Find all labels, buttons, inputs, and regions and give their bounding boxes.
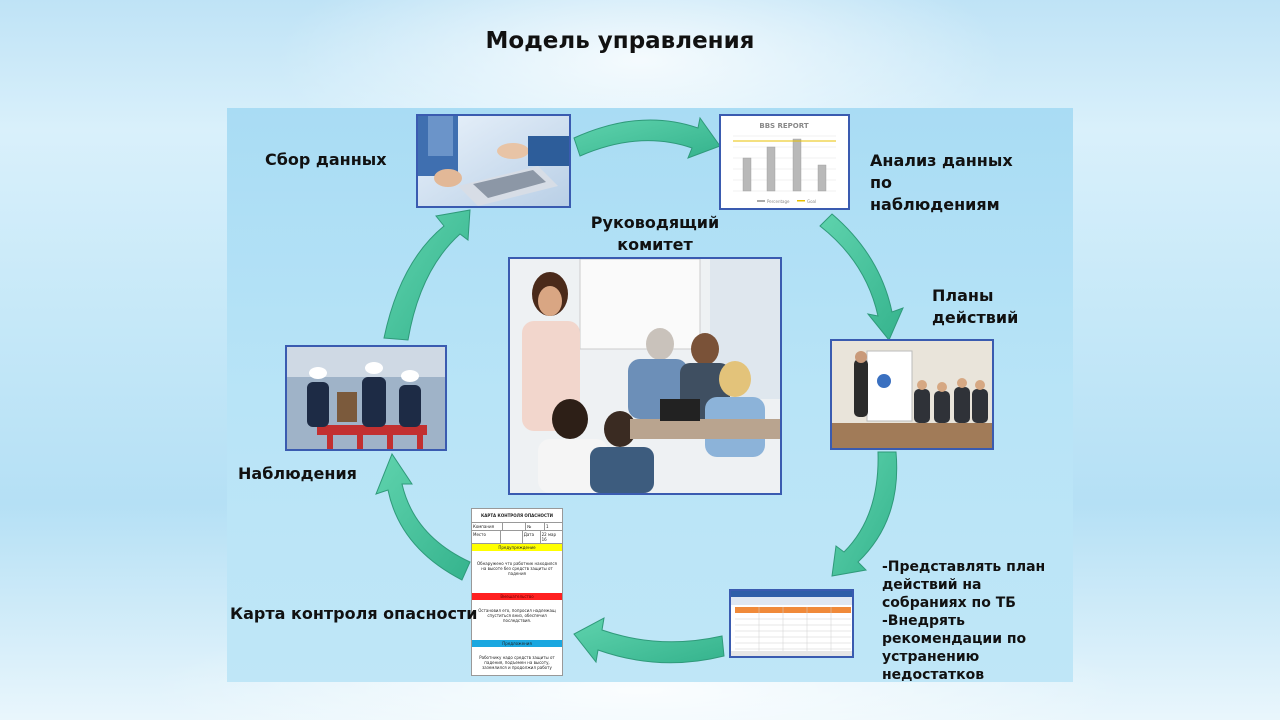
label-analysis-line1: Анализ данных xyxy=(870,151,1013,170)
card-text-warning: Обнаружено что работник находился на выс… xyxy=(477,561,557,576)
present-line-1: -Представлять план xyxy=(882,559,1046,575)
observations-photo xyxy=(285,345,447,451)
label-analysis-line2: по xyxy=(870,173,893,192)
card-no-value: 1 xyxy=(546,524,549,529)
present-line-5: рекомендации по xyxy=(882,631,1027,647)
arrow-left-top-icon xyxy=(383,209,471,341)
label-hazard-card: Карта контроля опасности xyxy=(230,604,478,623)
arrow-right-bottom-icon xyxy=(831,451,898,577)
hazard-card-document: КАРТА КОНТРОЛЯ ОПАСНОСТИ Компания № 1 Ме… xyxy=(471,508,563,676)
label-committee: Руководящий комитет xyxy=(580,212,730,256)
arrow-right-top-icon xyxy=(819,213,904,341)
legend-percentage: Percentage xyxy=(767,199,790,204)
present-line-6: устранению xyxy=(882,649,980,665)
legend-goal: Goal xyxy=(807,199,816,204)
label-analysis-line3: наблюдениям xyxy=(870,195,1000,214)
committee-photo xyxy=(508,257,782,495)
present-line-7: недостатков xyxy=(882,667,985,683)
report-title: BBS REPORT xyxy=(759,122,808,130)
action-plans-photo xyxy=(830,339,994,450)
label-analysis: Анализ данных по наблюдениям xyxy=(870,150,1013,216)
spreadsheet-thumbnail xyxy=(729,589,854,658)
present-line-4: -Внедрять xyxy=(882,613,965,629)
present-line-2: действий на xyxy=(882,577,982,593)
present-line-3: собраниях по ТБ xyxy=(882,595,1016,611)
card-text-proposals: Работнику надо средств защиты от падения… xyxy=(479,655,555,670)
label-observations: Наблюдения xyxy=(238,464,357,483)
card-company-label: Компания xyxy=(472,523,503,530)
page-title: Модель управления xyxy=(485,28,755,54)
card-no-label: № xyxy=(526,523,545,530)
label-committee-line2: комитет xyxy=(617,235,693,254)
card-title: КАРТА КОНТРОЛЯ ОПАСНОСТИ xyxy=(472,509,562,523)
arrow-left-bottom-icon xyxy=(375,452,471,581)
label-action-plans: Планы действий xyxy=(932,285,1018,329)
label-present-plan: -Представлять план действий на собраниях… xyxy=(882,558,1067,684)
card-section-warning: Предупреждение xyxy=(472,544,562,551)
label-action-plans-line1: Планы xyxy=(932,286,994,305)
card-text-intervention: Остановил его, попросил надлежащ спустит… xyxy=(478,608,556,623)
label-action-plans-line2: действий xyxy=(932,308,1019,327)
card-section-intervention: Вмешательство xyxy=(472,593,562,600)
data-collection-photo xyxy=(416,114,571,208)
bbs-report-chart: BBS REPORT Percentage Goal xyxy=(719,114,850,210)
arrow-top-icon xyxy=(573,116,721,159)
card-section-proposals: Предложения xyxy=(472,640,562,647)
label-data-collection: Сбор данных xyxy=(265,150,387,169)
card-date-value: 22 мар 16 xyxy=(541,532,557,542)
label-committee-line1: Руководящий xyxy=(590,213,720,232)
arrow-bottom-icon xyxy=(573,617,725,664)
card-date-label: Дата xyxy=(523,531,541,543)
card-place-label: Место xyxy=(472,531,502,543)
